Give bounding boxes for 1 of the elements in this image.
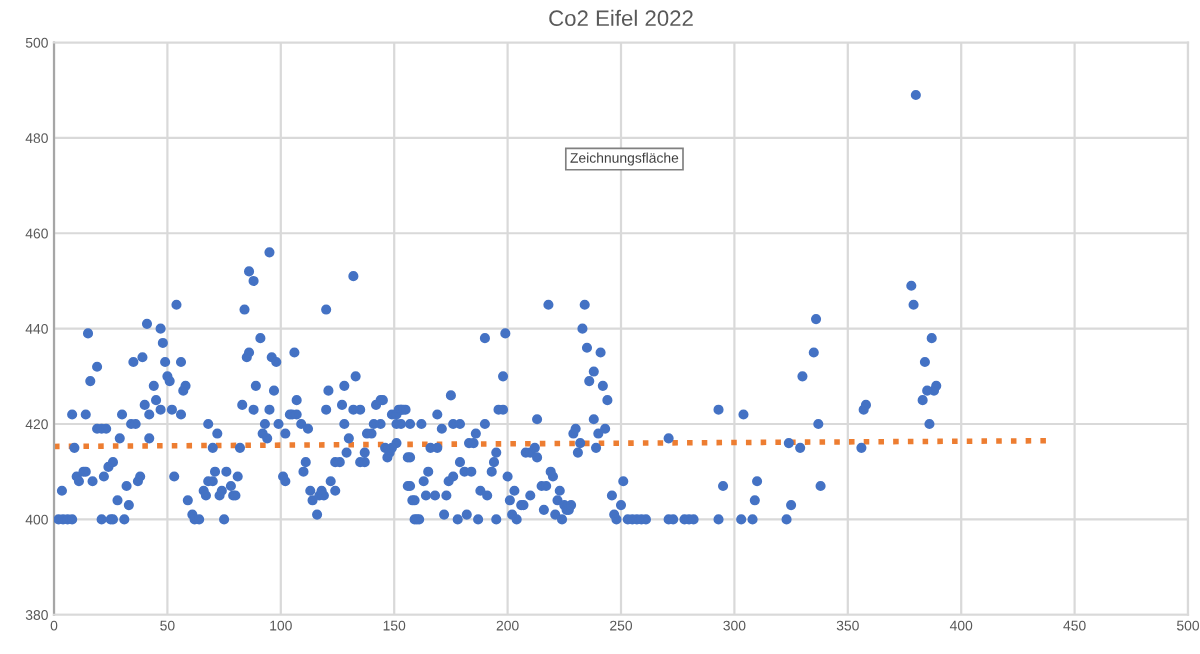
chart-title: Co2 Eifel 2022 — [549, 9, 693, 27]
